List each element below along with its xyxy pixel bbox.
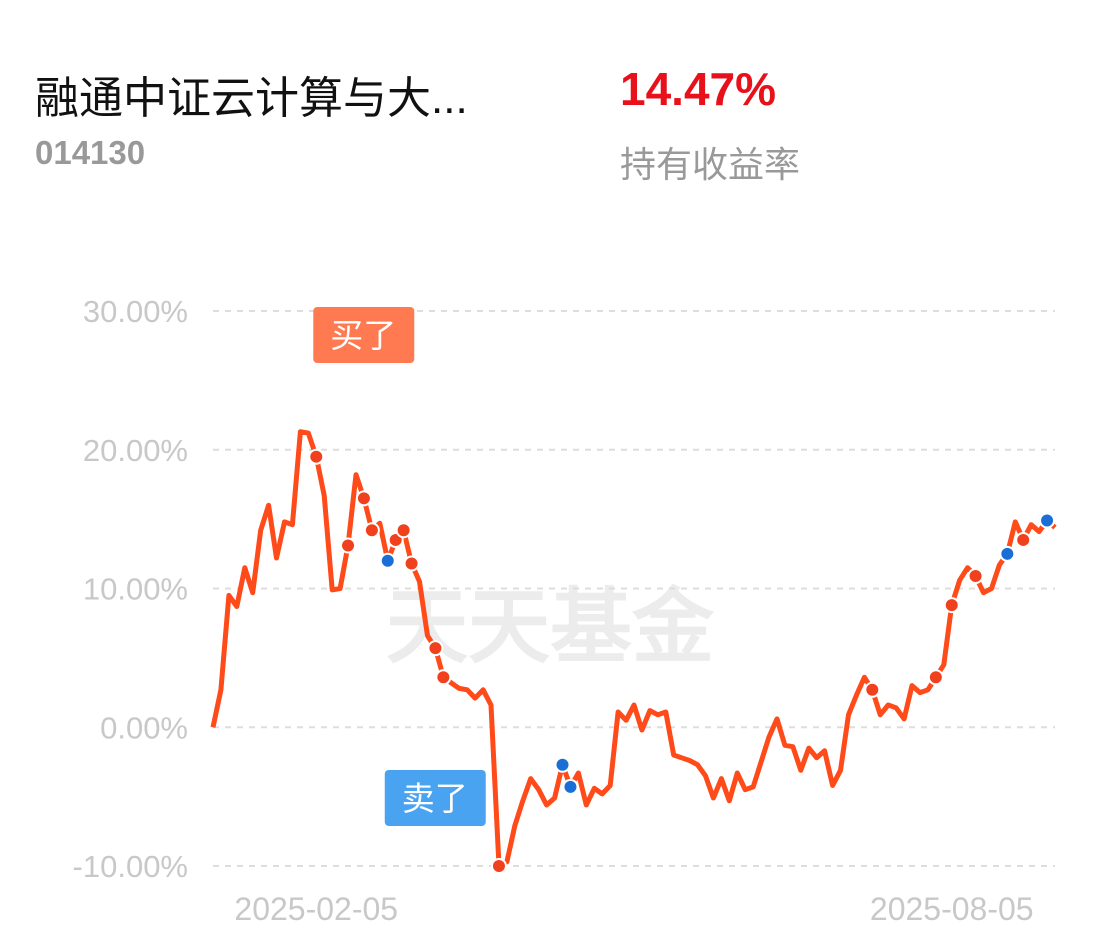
- annotation-badge: [313, 307, 415, 363]
- return-value: 14.47%: [620, 63, 777, 115]
- watermark: 天天基金: [386, 582, 715, 673]
- buy-point: [395, 522, 412, 539]
- fund-code: 014130: [35, 134, 146, 171]
- sell-point: [562, 778, 579, 795]
- sell-point: [999, 545, 1016, 562]
- y-tick-label: 0.00%: [100, 710, 188, 745]
- line: [210, 429, 1057, 869]
- buy-point: [435, 669, 452, 686]
- sell-point: [379, 552, 396, 569]
- sell-point: [554, 756, 571, 773]
- y-tick-label: 30.00%: [83, 294, 188, 329]
- buy-point: [355, 490, 372, 507]
- buy-point: [340, 537, 357, 554]
- annotation-label: 卖了: [402, 780, 468, 817]
- fund-title: 融通中证云计算与大...: [35, 74, 468, 123]
- buy-point: [427, 640, 444, 657]
- buy-point: [363, 522, 380, 539]
- buy-point: [967, 568, 984, 585]
- y-tick-label: -10.00%: [73, 849, 188, 884]
- return-label: 持有收益率: [620, 144, 801, 185]
- buy-point: [490, 858, 507, 874]
- buy-point: [927, 669, 944, 686]
- buy-point: [403, 555, 420, 572]
- sell-point: [1039, 512, 1056, 529]
- buy-point: [1015, 531, 1032, 548]
- y-tick-label: 10.00%: [83, 572, 188, 607]
- annotation-badge: [384, 770, 486, 826]
- buy-point: [864, 681, 881, 698]
- annotation-label: 买了: [330, 317, 396, 354]
- buy-point: [943, 597, 960, 614]
- x-tick-label: 2025-02-05: [234, 891, 398, 927]
- x-tick-label: 2025-08-05: [870, 891, 1034, 927]
- y-tick-label: 20.00%: [83, 433, 188, 468]
- buy-point: [308, 448, 325, 465]
